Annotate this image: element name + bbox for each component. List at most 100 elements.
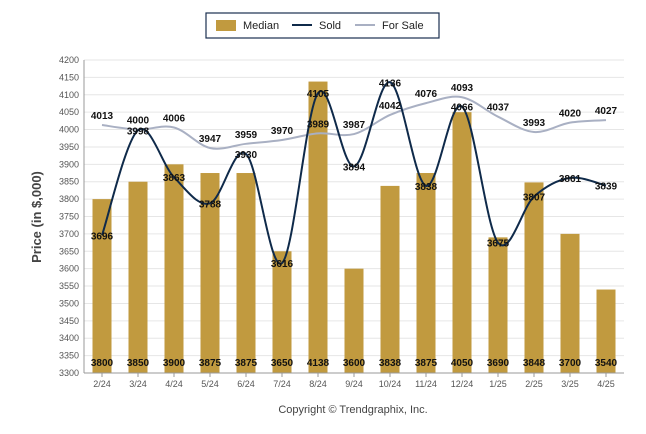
x-tick-label: 1/25 [489,379,507,389]
median-bar [560,233,580,373]
median-bar [308,81,328,373]
median-bar [344,268,364,373]
legend-label-sold: Sold [319,20,341,32]
for-sale-point-label: 4093 [451,83,474,94]
legend-swatch-median [216,20,236,31]
x-tick-label: 4/24 [165,379,183,389]
median-bar-label: 3850 [127,358,150,369]
sold-point-label: 3675 [487,239,510,250]
sold-point-label: 4136 [379,78,402,89]
x-tick-label: 9/24 [345,379,363,389]
data-labels: 3800 3850 3900 3875 3875 3650 4138 3600 3838 3875… [91,78,618,369]
median-bar [488,237,508,373]
y-tick-label: 4200 [59,55,79,65]
y-axis: 3300 3350 3400 3450 3500 3550 3600 3650 3700 3750… [59,55,85,378]
x-tick-label: 12/24 [451,379,474,389]
sold-point-label: 3861 [559,174,582,185]
for-sale-point-label: 4020 [559,109,582,120]
x-tick-label: 2/24 [93,379,111,389]
x-tick-label: 7/24 [273,379,291,389]
for-sale-point-label: 4013 [91,111,114,122]
sold-line [101,81,607,265]
median-bar [164,164,184,373]
median-bar-label: 3848 [523,358,546,369]
median-bar-label: 3875 [199,358,222,369]
median-bar-label: 4050 [451,358,474,369]
median-bar [416,173,436,373]
y-tick-label: 4000 [59,125,79,135]
y-tick-label: 3600 [59,264,79,274]
x-tick-label: 10/24 [379,379,402,389]
sold-point-label: 3696 [91,231,114,242]
sold-point-label: 3839 [595,182,618,193]
median-bars [92,81,616,374]
x-tick-label: 3/25 [561,379,579,389]
median-bar-label: 3800 [91,358,114,369]
y-tick-label: 4150 [59,72,79,82]
legend: Median Sold For Sale [205,12,440,39]
y-tick-label: 3800 [59,194,79,204]
y-tick-label: 3900 [59,159,79,169]
median-bar [92,199,112,373]
x-tick-label: 4/25 [597,379,615,389]
for-sale-point-label: 4000 [127,116,150,127]
legend-box [205,12,440,39]
sold-point-label: 3894 [343,162,366,173]
for-sale-point-label: 4042 [379,101,402,112]
median-bar [596,289,616,373]
for-sale-point-label: 3959 [235,130,258,141]
y-tick-label: 4100 [59,90,79,100]
legend-label-median: Median [243,20,279,32]
for-sale-point-label: 4027 [595,106,618,117]
sold-point-label: 3930 [235,150,258,161]
sold-point-label: 3616 [271,259,294,270]
sold-point-label: 3863 [163,173,186,184]
x-axis: 2/24 3/24 4/24 5/24 6/24 7/24 8/24 9/24 10/24 11/… [84,372,624,389]
y-tick-label: 3550 [59,281,79,291]
lines [101,81,607,265]
for-sale-line [101,95,607,150]
for-sale-point-label: 4037 [487,103,510,114]
y-tick-label: 3450 [59,316,79,326]
x-tick-label: 3/24 [129,379,147,389]
median-bar-label: 3540 [595,358,618,369]
y-tick-label: 3500 [59,298,79,308]
x-tick-label: 6/24 [237,379,255,389]
for-sale-point-label: 3947 [199,134,222,145]
median-bar [128,181,148,373]
x-tick-label: 2/25 [525,379,543,389]
y-tick-label: 3650 [59,246,79,256]
for-sale-point-label: 3970 [271,126,294,137]
y-tick-label: 4050 [59,107,79,117]
sold-point-label: 3788 [199,199,222,210]
sold-point-label: 3807 [523,193,546,204]
y-tick-label: 3750 [59,212,79,222]
median-bar-label: 3900 [163,358,186,369]
median-bar [452,112,472,374]
median-bar-label: 3700 [559,358,582,369]
median-bar [272,251,292,373]
legend-label-for-sale: For Sale [382,20,424,32]
y-tick-label: 3300 [59,368,79,378]
median-bar [380,185,400,373]
for-sale-point-label: 3987 [343,120,366,131]
y-tick-label: 3350 [59,351,79,361]
median-bar [200,173,220,373]
x-tick-label: 8/24 [309,379,327,389]
y-tick-label: 3700 [59,229,79,239]
median-bar-label: 3875 [415,358,438,369]
median-bar [524,182,544,373]
sold-point-label: 4066 [451,103,474,114]
y-tick-label: 3400 [59,333,79,343]
footer-copyright: Copyright © Trendgraphix, Inc. [278,404,427,416]
sold-point-label: 3998 [127,126,150,137]
sold-point-label: 3838 [415,182,438,193]
for-sale-point-label: 3993 [523,118,546,129]
median-bar-label: 4138 [307,358,330,369]
sold-point-label: 4105 [307,89,330,100]
median-bar-label: 3690 [487,358,510,369]
median-bar-label: 3838 [379,358,402,369]
median-bar-label: 3875 [235,358,258,369]
y-tick-label: 3950 [59,142,79,152]
